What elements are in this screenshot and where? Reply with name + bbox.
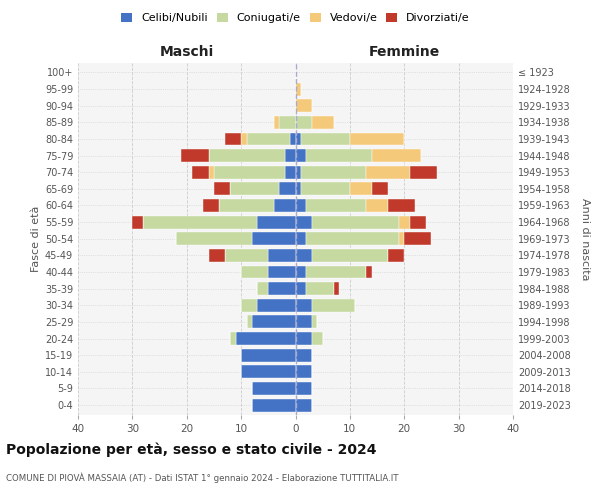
Bar [296, 299, 312, 312]
Bar [296, 99, 312, 112]
Y-axis label: Anni di nascita: Anni di nascita [580, 198, 590, 280]
Bar [225, 249, 268, 262]
Bar [307, 266, 366, 278]
Bar [296, 232, 307, 245]
Bar [268, 282, 296, 295]
Bar [257, 299, 296, 312]
Bar [133, 216, 143, 228]
Bar [307, 232, 399, 245]
Bar [301, 182, 350, 196]
Bar [279, 182, 296, 196]
Bar [296, 199, 307, 212]
Bar [247, 316, 252, 328]
Bar [399, 216, 410, 228]
Bar [350, 132, 404, 145]
Bar [284, 166, 296, 178]
Bar [366, 166, 410, 178]
Y-axis label: Fasce di età: Fasce di età [31, 206, 41, 272]
Bar [268, 266, 296, 278]
Bar [312, 332, 323, 345]
Bar [252, 382, 296, 395]
Bar [241, 132, 247, 145]
Bar [241, 348, 296, 362]
Bar [279, 116, 296, 129]
Bar [296, 216, 312, 228]
Bar [252, 232, 296, 245]
Legend: Celibi/Nubili, Coniugati/e, Vedovi/e, Divorziati/e: Celibi/Nubili, Coniugati/e, Vedovi/e, Di… [116, 8, 475, 28]
Bar [214, 166, 284, 178]
Bar [230, 332, 236, 345]
Bar [247, 132, 290, 145]
Bar [257, 216, 296, 228]
Bar [307, 282, 334, 295]
Bar [225, 132, 241, 145]
Bar [366, 199, 388, 212]
Bar [192, 166, 209, 178]
Bar [296, 182, 301, 196]
Bar [181, 149, 209, 162]
Bar [371, 182, 388, 196]
Bar [203, 199, 220, 212]
Bar [410, 216, 426, 228]
Bar [268, 249, 296, 262]
Bar [296, 116, 312, 129]
Text: Femmine: Femmine [368, 45, 440, 59]
Bar [296, 316, 312, 328]
Bar [143, 216, 257, 228]
Bar [307, 199, 366, 212]
Bar [209, 166, 214, 178]
Text: Popolazione per età, sesso e stato civile - 2024: Popolazione per età, sesso e stato civil… [6, 442, 377, 457]
Bar [296, 249, 312, 262]
Bar [312, 216, 399, 228]
Bar [296, 82, 301, 96]
Bar [274, 199, 296, 212]
Bar [296, 166, 301, 178]
Bar [296, 149, 307, 162]
Bar [296, 382, 312, 395]
Bar [236, 332, 296, 345]
Bar [388, 199, 415, 212]
Bar [241, 299, 257, 312]
Bar [301, 166, 366, 178]
Bar [241, 266, 268, 278]
Bar [296, 266, 307, 278]
Bar [366, 266, 371, 278]
Bar [230, 182, 279, 196]
Bar [252, 316, 296, 328]
Bar [241, 366, 296, 378]
Text: Maschi: Maschi [160, 45, 214, 59]
Bar [296, 132, 301, 145]
Bar [296, 398, 312, 411]
Bar [296, 282, 307, 295]
Bar [296, 366, 312, 378]
Bar [312, 299, 355, 312]
Bar [350, 182, 371, 196]
Bar [274, 116, 279, 129]
Bar [214, 182, 230, 196]
Bar [209, 249, 225, 262]
Bar [296, 348, 312, 362]
Bar [220, 199, 274, 212]
Bar [176, 232, 252, 245]
Bar [257, 282, 268, 295]
Bar [404, 232, 431, 245]
Text: COMUNE DI PIOVÀ MASSAIA (AT) - Dati ISTAT 1° gennaio 2024 - Elaborazione TUTTITA: COMUNE DI PIOVÀ MASSAIA (AT) - Dati ISTA… [6, 472, 398, 483]
Bar [334, 282, 339, 295]
Bar [290, 132, 296, 145]
Bar [312, 316, 317, 328]
Bar [307, 149, 371, 162]
Bar [312, 116, 334, 129]
Bar [312, 249, 388, 262]
Bar [209, 149, 284, 162]
Bar [399, 232, 404, 245]
Bar [410, 166, 437, 178]
Bar [388, 249, 404, 262]
Bar [301, 132, 350, 145]
Bar [252, 398, 296, 411]
Bar [284, 149, 296, 162]
Bar [296, 332, 312, 345]
Bar [371, 149, 421, 162]
